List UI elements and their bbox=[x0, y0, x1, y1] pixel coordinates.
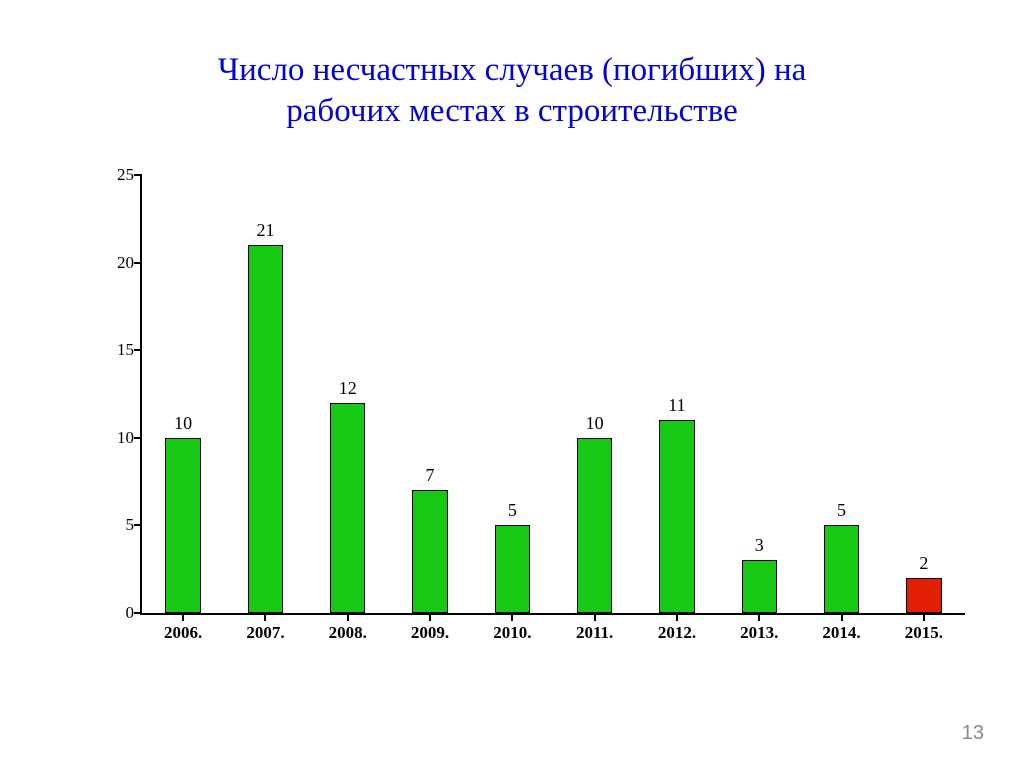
y-tick-label: 0 bbox=[100, 603, 134, 623]
bar bbox=[495, 525, 530, 613]
y-tick bbox=[134, 524, 142, 526]
bar bbox=[824, 525, 859, 613]
chart-title: Число несчастных случаев (погибших) на р… bbox=[0, 50, 1024, 133]
y-tick bbox=[134, 349, 142, 351]
y-tick bbox=[134, 437, 142, 439]
y-tick bbox=[134, 262, 142, 264]
y-tick-label: 25 bbox=[100, 165, 134, 185]
y-tick-label: 20 bbox=[100, 253, 134, 273]
bar bbox=[742, 560, 777, 613]
x-tick-label: 2013. bbox=[740, 623, 778, 643]
bar-chart: 0510152025102006.212007.122008.72009.520… bbox=[95, 175, 965, 645]
x-tick bbox=[923, 613, 925, 621]
bar bbox=[330, 403, 365, 613]
page-number: 13 bbox=[962, 722, 984, 745]
bar-value-label: 3 bbox=[755, 535, 764, 556]
title-line2: рабочих местах в строительстве bbox=[0, 91, 1024, 132]
x-tick bbox=[347, 613, 349, 621]
x-tick-label: 2012. bbox=[658, 623, 696, 643]
x-tick-label: 2007. bbox=[246, 623, 284, 643]
x-tick-label: 2009. bbox=[411, 623, 449, 643]
y-tick-label: 15 bbox=[100, 340, 134, 360]
bar-value-label: 11 bbox=[668, 395, 685, 416]
bar bbox=[248, 245, 283, 613]
x-tick-label: 2015. bbox=[905, 623, 943, 643]
x-tick-label: 2010. bbox=[493, 623, 531, 643]
bar-value-label: 10 bbox=[586, 413, 604, 434]
x-tick-label: 2014. bbox=[822, 623, 860, 643]
x-tick bbox=[676, 613, 678, 621]
x-tick bbox=[182, 613, 184, 621]
y-tick-label: 5 bbox=[100, 515, 134, 535]
bar bbox=[906, 578, 941, 613]
bar-value-label: 12 bbox=[339, 378, 357, 399]
y-tick bbox=[134, 174, 142, 176]
title-line1: Число несчастных случаев (погибших) на bbox=[0, 50, 1024, 91]
plot-area: 0510152025102006.212007.122008.72009.520… bbox=[140, 175, 965, 615]
y-tick-label: 10 bbox=[100, 428, 134, 448]
x-tick bbox=[594, 613, 596, 621]
x-tick bbox=[264, 613, 266, 621]
y-tick bbox=[134, 612, 142, 614]
bar bbox=[659, 420, 694, 613]
bar-value-label: 5 bbox=[508, 500, 517, 521]
x-tick-label: 2006. bbox=[164, 623, 202, 643]
bar bbox=[412, 490, 447, 613]
bar-value-label: 7 bbox=[426, 465, 435, 486]
x-tick bbox=[429, 613, 431, 621]
bar-value-label: 2 bbox=[919, 553, 928, 574]
bar-value-label: 21 bbox=[256, 220, 274, 241]
x-tick-label: 2011. bbox=[576, 623, 613, 643]
x-tick-label: 2008. bbox=[329, 623, 367, 643]
bar bbox=[577, 438, 612, 613]
bar-value-label: 10 bbox=[174, 413, 192, 434]
bar bbox=[165, 438, 200, 613]
bar-value-label: 5 bbox=[837, 500, 846, 521]
x-tick bbox=[511, 613, 513, 621]
x-tick bbox=[841, 613, 843, 621]
x-tick bbox=[758, 613, 760, 621]
